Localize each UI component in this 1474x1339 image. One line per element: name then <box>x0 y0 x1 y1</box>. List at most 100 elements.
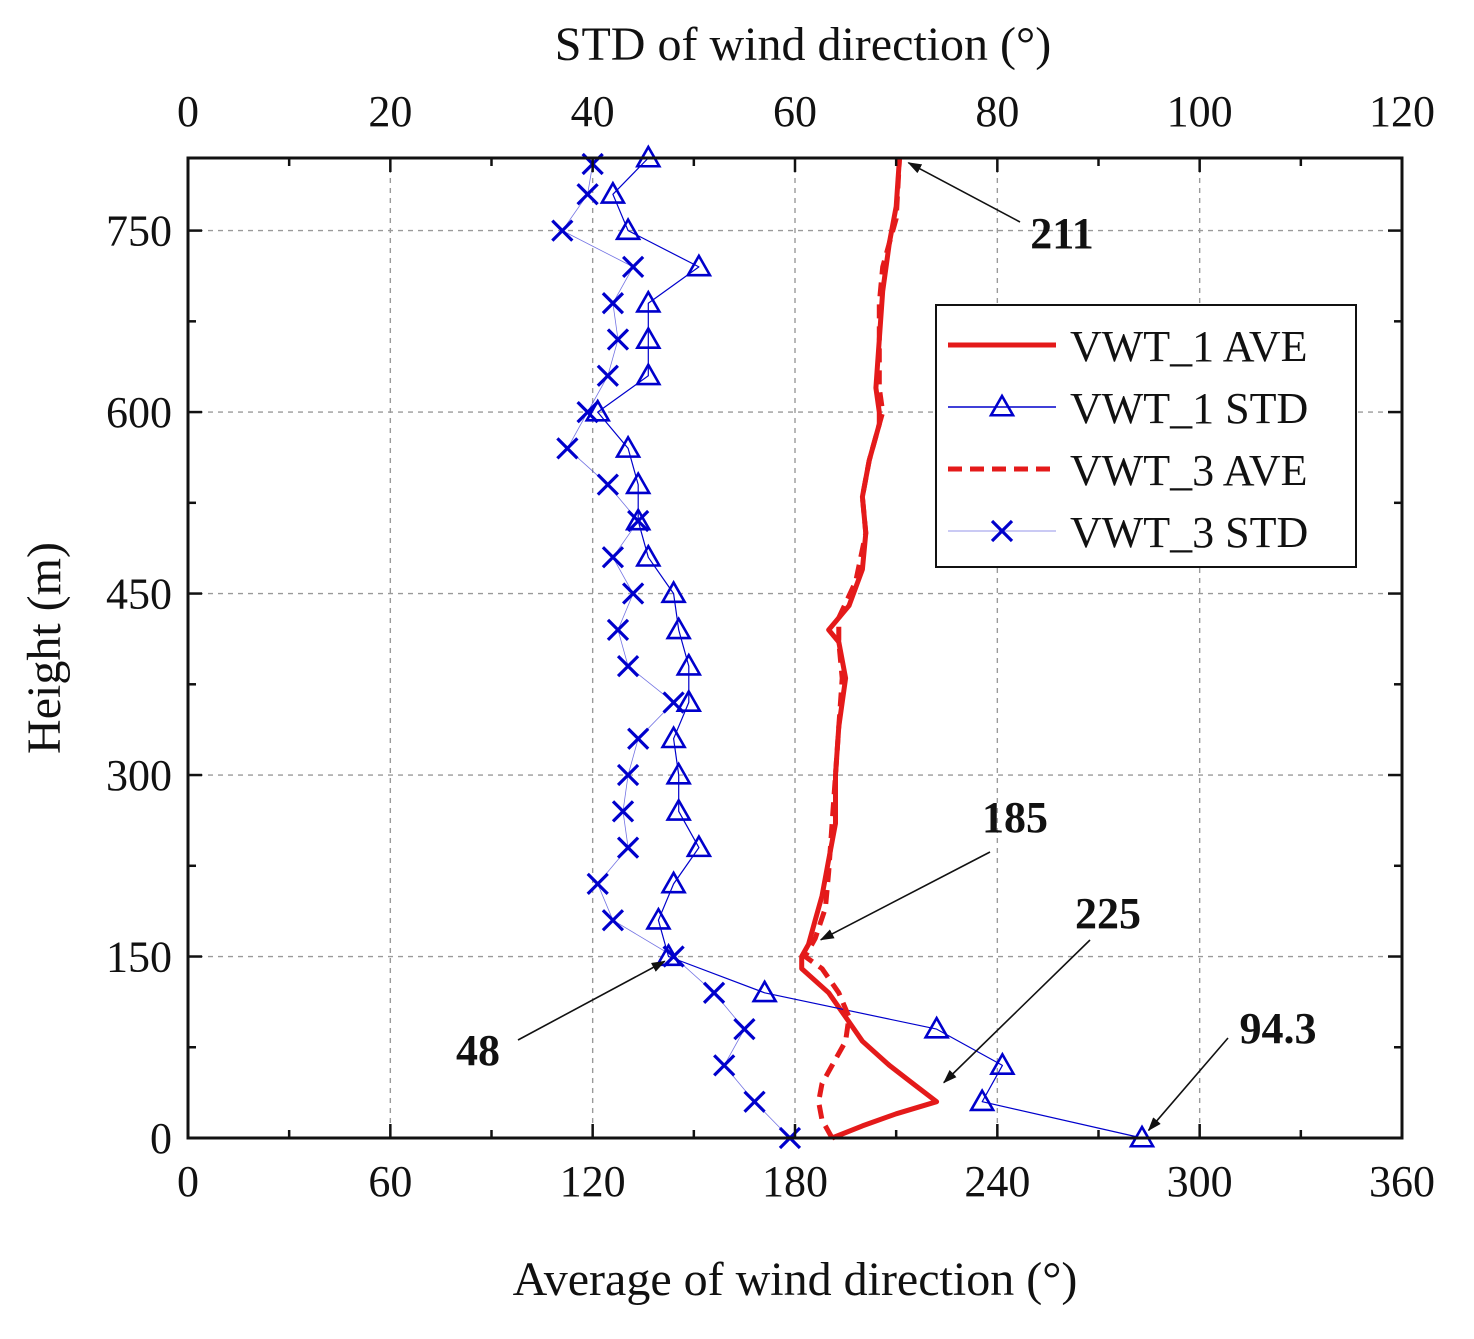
annotations: 211 185 225 94.3 48 <box>456 161 1317 1132</box>
legend-item-vwt-3-std: VWT_3 STD <box>948 508 1308 557</box>
annotation-label: 225 <box>1075 889 1141 938</box>
bottom-tick-label: 300 <box>1167 1157 1233 1206</box>
data-point-vwt-1-std <box>635 543 662 567</box>
data-point-vwt-1-std <box>751 979 778 1003</box>
y-axis-title: Height (m) <box>18 542 71 754</box>
y-tick-label: 300 <box>106 751 172 800</box>
bottom-axis-title: Average of wind direction (°) <box>513 1253 1078 1306</box>
legend-label: VWT_3 STD <box>1070 508 1308 557</box>
bottom-tick-label: 60 <box>368 1157 412 1206</box>
data-point-vwt-3-std <box>576 183 599 206</box>
data-point-vwt-1-std <box>624 507 652 531</box>
top-tick-label: 120 <box>1369 87 1435 136</box>
annotation-label: 94.3 <box>1240 1004 1317 1053</box>
data-point-vwt-1-std <box>675 688 703 712</box>
data-point-vwt-1-std <box>665 797 692 821</box>
annotation-label: 48 <box>456 1026 500 1075</box>
data-point-vwt-1-std <box>645 906 672 930</box>
data-point-vwt-1-std <box>660 870 687 894</box>
annotation-arrow <box>819 851 991 941</box>
data-point-vwt-1-std <box>989 1051 1016 1075</box>
data-point-vwt-3-std <box>586 872 609 896</box>
top-tick-label: 20 <box>368 87 412 136</box>
annotation-label: 211 <box>1030 209 1094 258</box>
data-point-vwt-3-std <box>616 836 640 859</box>
data-point-vwt-3-std <box>616 763 640 787</box>
series-line-vwt-1-std <box>597 157 1143 1139</box>
data-point-vwt-1-std <box>614 216 642 241</box>
annotation-arrow <box>907 161 1021 223</box>
data-point-vwt-3-std <box>622 255 645 279</box>
top-tick-label: 100 <box>1167 87 1233 136</box>
legend-item-vwt-1-std: VWT_1 STD <box>948 384 1308 433</box>
data-point-vwt-1-std <box>685 834 713 858</box>
y-tick-label: 150 <box>106 933 172 982</box>
series-line-vwt-1-ave <box>799 157 940 1141</box>
data-point-vwt-3-std <box>662 691 685 714</box>
legend-label: VWT_1 STD <box>1070 384 1308 433</box>
series-line-vwt-3-std <box>561 163 791 1139</box>
top-axis-title: STD of wind direction (°) <box>555 18 1051 71</box>
data-point-vwt-3-std <box>662 945 685 968</box>
data-point-vwt-1-std <box>660 579 687 604</box>
annotation-arrow <box>943 939 1091 1084</box>
data-point-vwt-3-std <box>713 1054 736 1077</box>
data-point-vwt-3-std <box>601 546 625 569</box>
data-point-vwt-3-std <box>611 800 635 823</box>
data-point-vwt-3-std <box>733 1017 756 1041</box>
bottom-tick-label: 180 <box>762 1157 828 1206</box>
data-point-vwt-3-std <box>627 727 650 750</box>
data-point-vwt-3-std <box>743 1090 766 1113</box>
data-point-vwt-3-std <box>576 400 599 424</box>
data-point-vwt-3-std <box>627 509 650 533</box>
legend-marker <box>990 519 1014 543</box>
annotation-label: 185 <box>982 793 1048 842</box>
data-point-vwt-1-std <box>665 616 692 640</box>
legend: VWT_1 AVE VWT_1 STD VWT_3 AVE VWT_3 STD <box>935 304 1357 568</box>
top-tick-label: 0 <box>177 87 199 136</box>
data-point-vwt-3-std <box>606 328 630 351</box>
y-tick-label: 600 <box>106 388 172 437</box>
data-point-vwt-3-std <box>601 909 625 932</box>
data-point-vwt-1-std <box>968 1088 996 1112</box>
data-point-vwt-1-std <box>635 289 662 313</box>
data-point-vwt-3-std <box>551 219 574 242</box>
data-point-vwt-1-std <box>923 1015 950 1039</box>
y-tick-label: 750 <box>106 207 172 256</box>
data-point-vwt-3-std <box>606 618 630 641</box>
data-point-vwt-3-std <box>556 437 579 460</box>
bottom-tick-label: 120 <box>560 1157 626 1206</box>
data-point-vwt-3-std <box>702 981 726 1004</box>
y-tick-label: 450 <box>106 570 172 619</box>
legend-box <box>935 304 1357 568</box>
legend-item-vwt-1-ave: VWT_1 AVE <box>948 322 1308 371</box>
legend-label: VWT_3 AVE <box>1070 446 1308 495</box>
annotation-arrow <box>1147 1037 1229 1132</box>
data-point-vwt-3-std <box>596 473 619 496</box>
legend-marker <box>988 393 1016 417</box>
data-point-vwt-3-std <box>596 364 619 387</box>
data-point-vwt-1-std <box>635 325 662 350</box>
y-tick-label: 0 <box>150 1114 172 1163</box>
data-point-vwt-1-std <box>614 434 642 458</box>
axis-ticks: 0 60 120 180 240 300 360 0 20 40 60 80 100 120 0 150 300… <box>106 87 1435 1206</box>
top-tick-label: 60 <box>773 87 817 136</box>
top-tick-label: 80 <box>975 87 1019 136</box>
legend-label: VWT_1 AVE <box>1070 322 1308 371</box>
data-point-vwt-1-std <box>624 471 652 495</box>
data-point-vwt-1-std <box>635 362 662 386</box>
annotation-arrow <box>517 960 666 1041</box>
data-point-vwt-1-std <box>665 761 692 785</box>
data-point-vwt-1-std <box>685 253 713 277</box>
data-point-vwt-3-std <box>622 582 645 605</box>
data-point-vwt-3-std <box>601 292 625 315</box>
data-point-vwt-3-std <box>616 655 640 678</box>
bottom-tick-label: 0 <box>177 1157 199 1206</box>
data-series <box>551 144 1156 1150</box>
top-tick-label: 40 <box>571 87 615 136</box>
series-line-vwt-3-ave <box>802 157 902 1140</box>
data-point-vwt-1-std <box>660 725 687 749</box>
data-point-vwt-1-std <box>599 180 627 204</box>
bottom-tick-label: 240 <box>964 1157 1030 1206</box>
